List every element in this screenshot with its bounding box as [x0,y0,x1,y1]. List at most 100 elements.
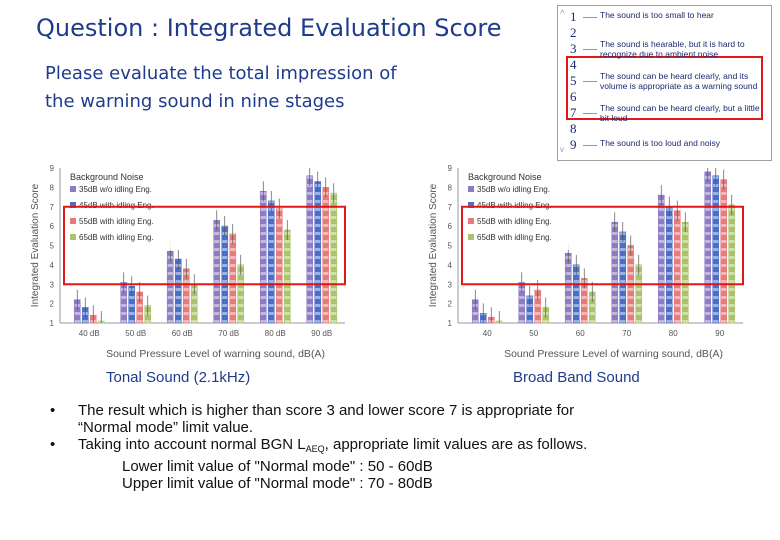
bullet-icon: • [50,402,56,419]
bullet-2-line-1: Taking into account normal BGN LAEQ, app… [78,436,760,458]
bar-80dB-series-1 [259,190,267,324]
bar-80dB-series-4 [283,229,291,324]
x-tick-label: 90 dB [311,329,332,338]
bar-90-series-1 [704,171,712,324]
bar-70-series-1 [611,221,619,324]
bar-80-series-4 [681,221,689,324]
broad-band-caption: Broad Band Sound [513,369,640,386]
y-tick-label: 2 [50,300,55,309]
bullet-2-text-post: , appropriate limit values are as follow… [324,436,588,453]
scale-description-5: The sound can be heard clearly, and its … [600,71,758,91]
y-tick-label: 6 [50,222,55,231]
scale-leader-line [583,81,597,82]
legend-swatch [70,218,76,224]
bar-70dB-series-1 [213,220,221,324]
y-tick-label: 9 [50,164,55,173]
y-tick-label: 5 [50,242,55,251]
appropriate-range-box [461,205,744,286]
subtitle-line-2: the warning sound in nine stages [45,91,345,112]
scale-arrow-down-icon: v [560,145,564,154]
bar-90dB-series-1 [306,175,314,324]
scale-number-7: 7 [570,105,577,120]
legend-entry: 55dB with idling Eng. [477,217,552,226]
legend-entry: 35dB w/o idling Eng. [79,185,152,194]
bar-60-series-1 [564,252,572,324]
bullet-1-line-2: “Normal mode” limit value. [78,419,254,436]
y-tick-label: 7 [50,203,55,212]
y-axis-label: Integrated Evaluation Score [30,183,41,307]
x-axis-label: Sound Pressure Level of warning sound, d… [504,348,723,360]
scale-leader-line [583,17,597,18]
y-tick-label: 9 [448,164,453,173]
scale-description-9: The sound is too loud and noisy [600,138,721,148]
x-tick-label: 50 dB [125,329,146,338]
legend-swatch [468,186,474,192]
x-axis-label: Sound Pressure Level of warning sound, d… [106,348,325,360]
bar-60dB-series-1 [166,251,174,324]
legend-swatch [70,186,76,192]
bullet-item-1: • The result which is higher than score … [50,402,760,436]
y-tick-label: 3 [50,280,55,289]
bar-80-series-3 [673,210,681,324]
legend-title: Background Noise [468,172,542,182]
legend-swatch [70,234,76,240]
page-title: Question : Integrated Evaluation Score [36,14,502,42]
y-tick-label: 5 [448,242,453,251]
x-tick-label: 40 [483,329,492,338]
bar-80-series-2 [665,206,673,324]
x-tick-label: 50 [529,329,538,338]
scale-description-1: The sound is too small to hear [600,10,714,20]
legend-entry: 65dB with idling Eng. [477,233,552,242]
y-tick-label: 4 [50,261,55,270]
y-tick-label: 6 [448,222,453,231]
legend-entry: 35dB w/o idling Eng. [477,185,550,194]
scale-number-9: 9 [570,137,577,152]
tonal-sound-chart: 1 2 3 4 5 6 7 8 9 Integrated Evaluation Score 40 d… [30,160,360,365]
tonal-sound-caption: Tonal Sound (2.1kHz) [106,369,251,386]
scale-leader-line [583,49,597,50]
bar-80-series-1 [657,194,665,324]
legend-entry: 65dB with idling Eng. [79,233,154,242]
scale-arrow-up-icon: ^ [560,9,565,20]
x-tick-label: 90 [715,329,724,338]
legend-title: Background Noise [70,172,144,182]
y-tick-label: 1 [448,319,453,328]
bar-70dB-series-2 [221,225,229,324]
y-tick-label: 2 [448,300,453,309]
scale-leader-line [583,113,597,114]
bar-90-series-3 [720,179,728,324]
upper-limit-line: Upper limit value of "Normal mode" : 70 … [122,475,433,492]
bar-90dB-series-2 [314,181,322,324]
bullet-1-line-1: The result which is higher than score 3 … [78,402,575,419]
lower-limit-line: Lower limit value of "Normal mode" : 50 … [122,458,433,475]
bar-70dB-series-3 [229,233,237,324]
appropriate-range-highlight [566,56,763,120]
bullet-2-text-pre: Taking into account normal BGN L [78,436,306,453]
broad-band-chart: 1 2 3 4 5 6 7 8 9 Integrated Evaluation Score 40 50… [428,160,758,365]
x-tick-label: 60 dB [172,329,193,338]
bar-70-series-2 [619,231,627,324]
legend-entry: 45dB with idling Eng. [477,201,552,210]
legend-swatch [468,234,474,240]
x-tick-label: 80 dB [265,329,286,338]
bullet-item-2: • Taking into account normal BGN LAEQ, a… [50,436,760,492]
x-tick-label: 80 [669,329,678,338]
y-tick-label: 3 [448,280,453,289]
x-tick-label: 60 [576,329,585,338]
scale-description-7: The sound can be heard clearly, but a li… [600,103,760,123]
scale-number-1: 1 [570,9,577,24]
y-tick-label: 1 [50,319,55,328]
legend-swatch [468,218,474,224]
x-tick-label: 70 dB [218,329,239,338]
legend-background [466,170,578,250]
bar-90dB-series-4 [330,192,338,324]
legend-swatch [468,202,474,208]
legend-background [68,170,180,250]
y-axis-label: Integrated Evaluation Score [428,183,439,307]
bar-80dB-series-3 [275,208,283,324]
bar-90-series-2 [712,175,720,324]
nine-stage-scale-panel [557,5,772,161]
y-tick-label: 8 [50,183,55,192]
legend-swatch [70,202,76,208]
x-tick-label: 40 dB [79,329,100,338]
